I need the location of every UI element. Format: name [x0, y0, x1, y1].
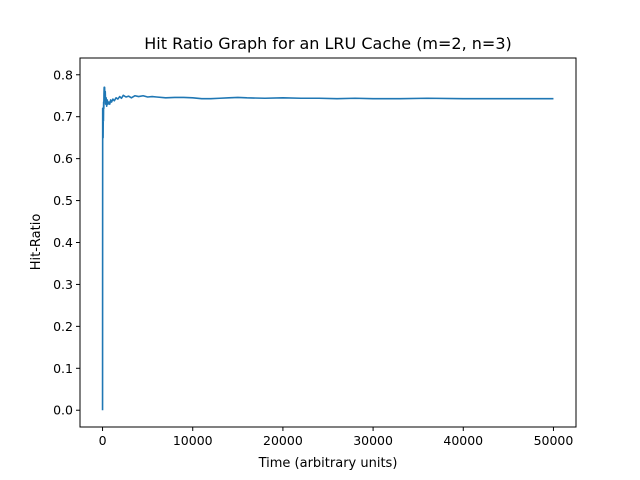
- y-tick-label: 0.2: [53, 319, 73, 334]
- y-axis-label: Hit-Ratio: [29, 214, 44, 271]
- x-tick-label: 50000: [534, 433, 574, 448]
- x-axis: 0 10000 20000 30000 40000 50000: [99, 427, 574, 448]
- y-tick-label: 0.6: [53, 151, 73, 166]
- x-tick-label: 40000: [443, 433, 483, 448]
- y-tick-label: 0.4: [53, 235, 73, 250]
- x-axis-label: Time (arbitrary units): [258, 456, 398, 471]
- x-tick-label: 10000: [173, 433, 213, 448]
- y-tick-label: 0.8: [53, 67, 73, 82]
- y-tick-label: 0.3: [53, 277, 73, 292]
- chart-title: Hit Ratio Graph for an LRU Cache (m=2, n…: [144, 34, 512, 53]
- y-tick-label: 0.5: [53, 193, 73, 208]
- y-axis: 0.0 0.1 0.2 0.3 0.4 0.5 0.6 0.7 0.8: [53, 67, 80, 418]
- y-tick-label: 0.7: [53, 109, 73, 124]
- x-tick-label: 20000: [263, 433, 303, 448]
- x-tick-label: 0: [99, 433, 107, 448]
- y-tick-label: 0.1: [53, 361, 73, 376]
- x-tick-label: 30000: [353, 433, 393, 448]
- hit-ratio-series-line: [101, 86, 554, 411]
- y-tick-label: 0.0: [53, 403, 73, 418]
